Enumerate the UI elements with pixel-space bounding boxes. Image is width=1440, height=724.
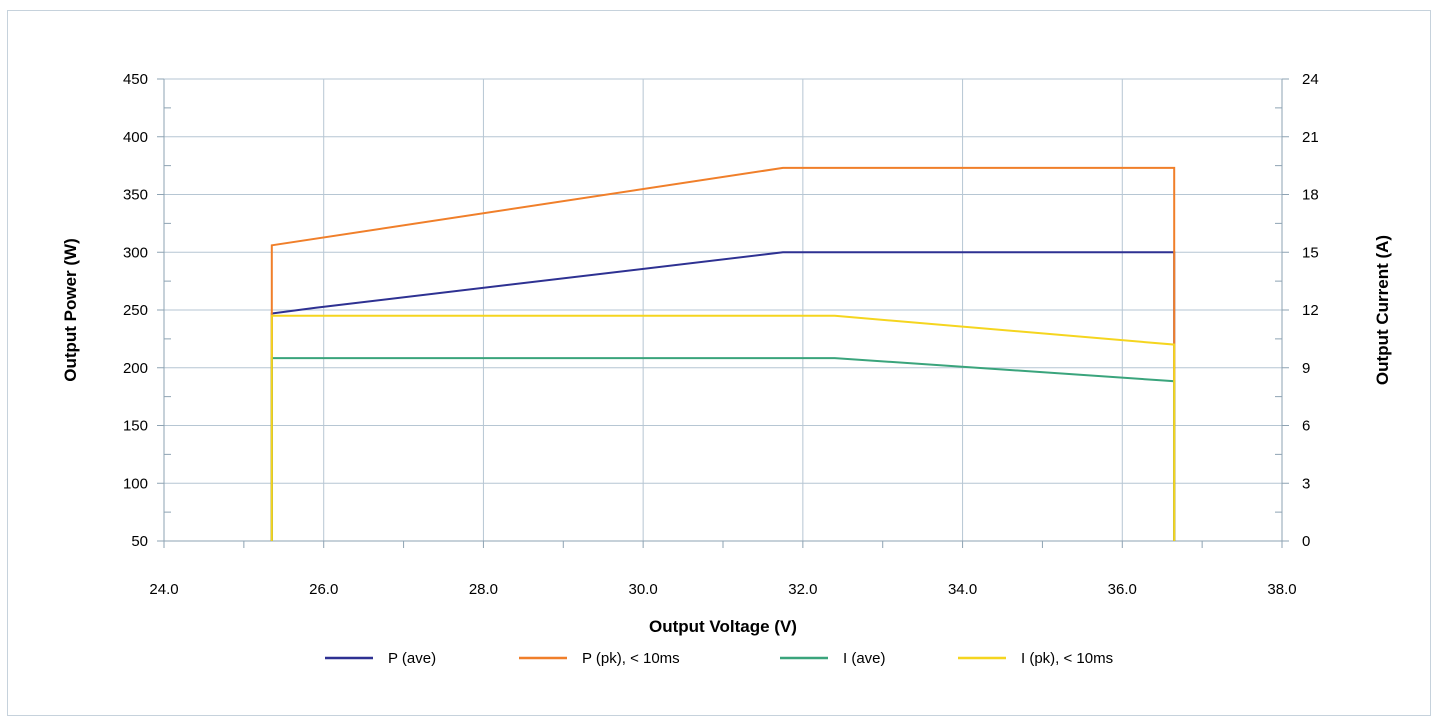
- y-axis-title-right: Output Current (A): [1373, 235, 1392, 385]
- y2-tick-label: 12: [1302, 302, 1319, 319]
- y2-tick-label: 15: [1302, 244, 1319, 261]
- y-tick-label: 200: [123, 360, 148, 377]
- legend-label: I (ave): [843, 650, 886, 667]
- x-tick-label: 30.0: [629, 581, 658, 598]
- y-tick-label: 150: [123, 418, 148, 435]
- y2-tick-label: 6: [1302, 418, 1310, 435]
- x-tick-label: 36.0: [1108, 581, 1137, 598]
- series-line-1: [270, 251, 1176, 541]
- y-tick-label: 450: [123, 71, 148, 88]
- x-tick-label: 26.0: [309, 581, 338, 598]
- series-lines: [270, 166, 1176, 541]
- y2-tick-label: 9: [1302, 360, 1310, 377]
- y2-tick-label: 3: [1302, 475, 1310, 492]
- y-tick-label: 300: [123, 244, 148, 261]
- x-axis-title: Output Voltage (V): [649, 617, 797, 636]
- y-tick-label: 50: [131, 533, 148, 550]
- axes: [157, 78, 1289, 548]
- x-tick-label: 38.0: [1267, 581, 1296, 598]
- y-tick-label: 250: [123, 302, 148, 319]
- x-tick-label: 28.0: [469, 581, 498, 598]
- series-line-3: [270, 357, 1176, 541]
- legend-label: I (pk), < 10ms: [1021, 650, 1113, 667]
- y-tick-label: 400: [123, 129, 148, 146]
- chart-frame: [7, 10, 1431, 716]
- y-tick-label: 350: [123, 187, 148, 204]
- y2-tick-label: 0: [1302, 533, 1310, 550]
- legend: P (ave) P (pk), < 10ms I (ave) I (pk), < 10…: [325, 650, 1113, 667]
- tick-labels: 24.0 26.0 28.0 30.0 32.0 34.0 36.0 38.050100150…: [123, 71, 1319, 598]
- series-line-2: [270, 166, 1176, 541]
- y2-tick-label: 21: [1302, 129, 1319, 146]
- legend-label: P (pk), < 10ms: [582, 650, 680, 667]
- series-line-4: [270, 314, 1176, 541]
- legend-label: P (ave): [388, 650, 436, 667]
- y2-tick-label: 18: [1302, 187, 1319, 204]
- x-tick-label: 34.0: [948, 581, 977, 598]
- x-tick-label: 24.0: [149, 581, 178, 598]
- grid: [164, 78, 1283, 541]
- y2-tick-label: 24: [1302, 71, 1319, 88]
- y-tick-label: 100: [123, 475, 148, 492]
- y-axis-title-left: Output Power (W): [61, 238, 80, 382]
- x-tick-label: 32.0: [788, 581, 817, 598]
